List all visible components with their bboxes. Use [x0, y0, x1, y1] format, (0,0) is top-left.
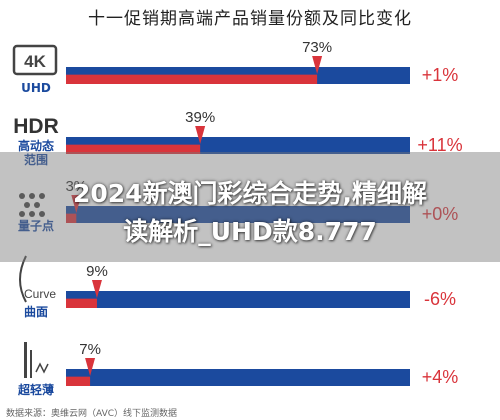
hdr-text-icon: HDR — [13, 115, 59, 138]
thin-icon-wave — [35, 362, 49, 374]
thin-icon — [24, 342, 27, 378]
category-label-line2: 范围 — [24, 152, 48, 167]
watermark-overlay: 2024新澳门彩综合走势,精细解 读解析_UHD款8.777 — [0, 152, 500, 262]
bar-remaining — [66, 369, 410, 386]
quantum-dot-icon — [29, 193, 35, 199]
overlay-line-2: 读解析_UHD款8.777 — [123, 217, 377, 246]
quantum-dot-icon — [39, 193, 45, 199]
overlay-line-1: 2024新澳门彩综合走势,精细解 — [72, 179, 428, 208]
quantum-dot-icon — [29, 211, 35, 217]
quantum-dot-icon — [19, 211, 25, 217]
4k-box-icon — [12, 44, 58, 76]
bar-share — [66, 74, 318, 84]
yoy-change-label: +1% — [422, 65, 459, 85]
chart-title: 十一促销期高端产品销量份额及同比变化 — [88, 9, 412, 29]
yoy-change-label: -6% — [424, 289, 456, 309]
bar-share — [66, 213, 77, 223]
category-label: UHD — [21, 81, 51, 95]
share-label: 73% — [302, 39, 332, 56]
share-label: 9% — [86, 263, 108, 280]
share-label: 3% — [65, 178, 87, 195]
curve-icon — [19, 255, 27, 303]
category-label: 超轻薄 — [17, 382, 54, 397]
bar-share — [66, 376, 91, 386]
curve-icon-text: Curve — [24, 287, 56, 301]
yoy-change-label: +11% — [417, 135, 462, 155]
share-marker — [85, 358, 96, 376]
yoy-change-label: +0% — [422, 204, 459, 224]
share-marker — [312, 56, 323, 74]
share-marker — [91, 280, 102, 298]
share-marker — [71, 195, 82, 213]
quantum-dot-icon — [34, 202, 40, 208]
share-marker — [195, 126, 206, 144]
bar-remaining — [66, 206, 410, 223]
thin-icon-bar — [30, 350, 32, 378]
bar-share — [66, 144, 201, 154]
category-label: 曲面 — [24, 304, 48, 319]
category-label: 高动态 — [18, 138, 54, 153]
4k-icon-text: 4K — [24, 52, 46, 71]
share-label: 39% — [185, 109, 215, 126]
yoy-change-label: +4% — [422, 367, 459, 387]
data-source-note: 数据来源：奥维云网（AVC）线下监测数据 — [6, 409, 178, 419]
quantum-dot-icon — [19, 193, 25, 199]
bar-remaining — [66, 291, 410, 308]
quantum-dot-icon — [24, 202, 30, 208]
bar-share — [66, 298, 97, 308]
category-label: 量子点 — [18, 218, 54, 233]
share-label: 7% — [79, 341, 101, 358]
quantum-dot-icon — [39, 211, 45, 217]
